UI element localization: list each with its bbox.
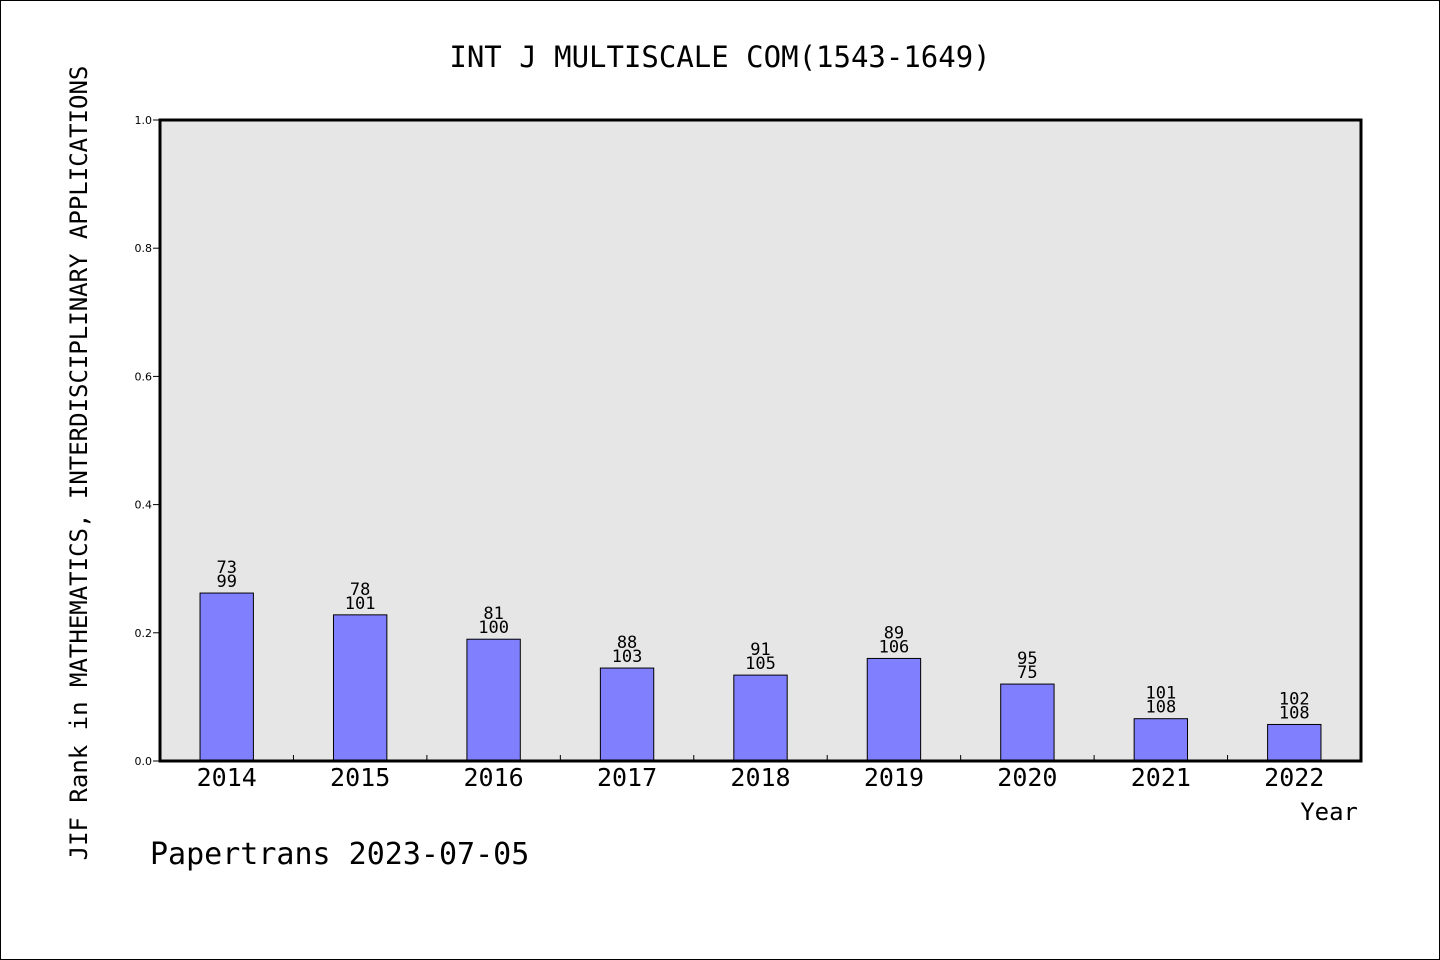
x-tick-label: 2020 [997,763,1057,792]
bar-rank-label: 73 [216,558,236,578]
bar-total-label: 105 [745,654,776,674]
y-axis-label: JIF Rank in MATHEMATICS, INTERDISCIPLINA… [65,66,93,861]
bar-total-label: 108 [1145,698,1176,718]
x-tick-label: 2022 [1264,763,1324,792]
bar-total-label: 106 [879,637,910,657]
plot-border [158,118,1363,763]
bar-rank-label: 88 [617,633,637,653]
bar-rank-label: 78 [350,580,370,600]
x-tick-label: 2014 [197,763,257,792]
x-axis: 2014 2015 2016 2017 2018 2019 2020 2021 2022 [197,755,1324,792]
x-tick-label: 2019 [864,763,924,792]
bar-rank-label: 102 [1279,689,1310,709]
x-tick-label: 2015 [330,763,390,792]
y-tick-label: 1.0 [135,114,153,127]
bar [866,657,922,762]
bar-total-label: 99 [216,572,236,592]
chart-title: INT J MULTISCALE COM(1543-1649) [449,40,990,74]
bar-rank-label: 95 [1017,649,1037,669]
x-tick-label: 2021 [1131,763,1191,792]
bar [466,638,521,762]
bar-rank-label: 101 [1145,684,1176,704]
bar [1133,718,1189,762]
bar [733,674,788,762]
bar-total-label: 100 [478,618,509,638]
bar [599,667,655,762]
y-tick-label: 0.0 [135,755,153,768]
bar [332,614,388,762]
bar-total-label: 108 [1279,703,1310,723]
x-tick-label: 2017 [597,763,657,792]
bar-rank-label: 81 [483,604,503,624]
y-tick-label: 0.6 [135,370,153,383]
y-tick-label: 0.8 [135,242,153,255]
y-tick-label: 0.4 [135,499,153,512]
bar [1000,683,1055,762]
x-tick-label: 2016 [464,763,524,792]
y-axis: 0.0 0.2 0.4 0.6 0.8 1.0 [135,114,160,768]
bar [199,592,254,762]
bar-rank-label: 91 [750,640,770,660]
x-axis-label: Year [1300,798,1358,826]
bar-rank-label: 89 [884,623,904,643]
bar [1267,723,1322,762]
bar-total-label: 101 [345,594,376,614]
bar-total-label: 75 [1017,663,1037,683]
y-tick-label: 0.2 [135,627,153,640]
footer-credit: Papertrans 2023-07-05 [150,837,529,872]
bar-total-label: 103 [612,647,643,667]
x-tick-label: 2018 [730,763,790,792]
